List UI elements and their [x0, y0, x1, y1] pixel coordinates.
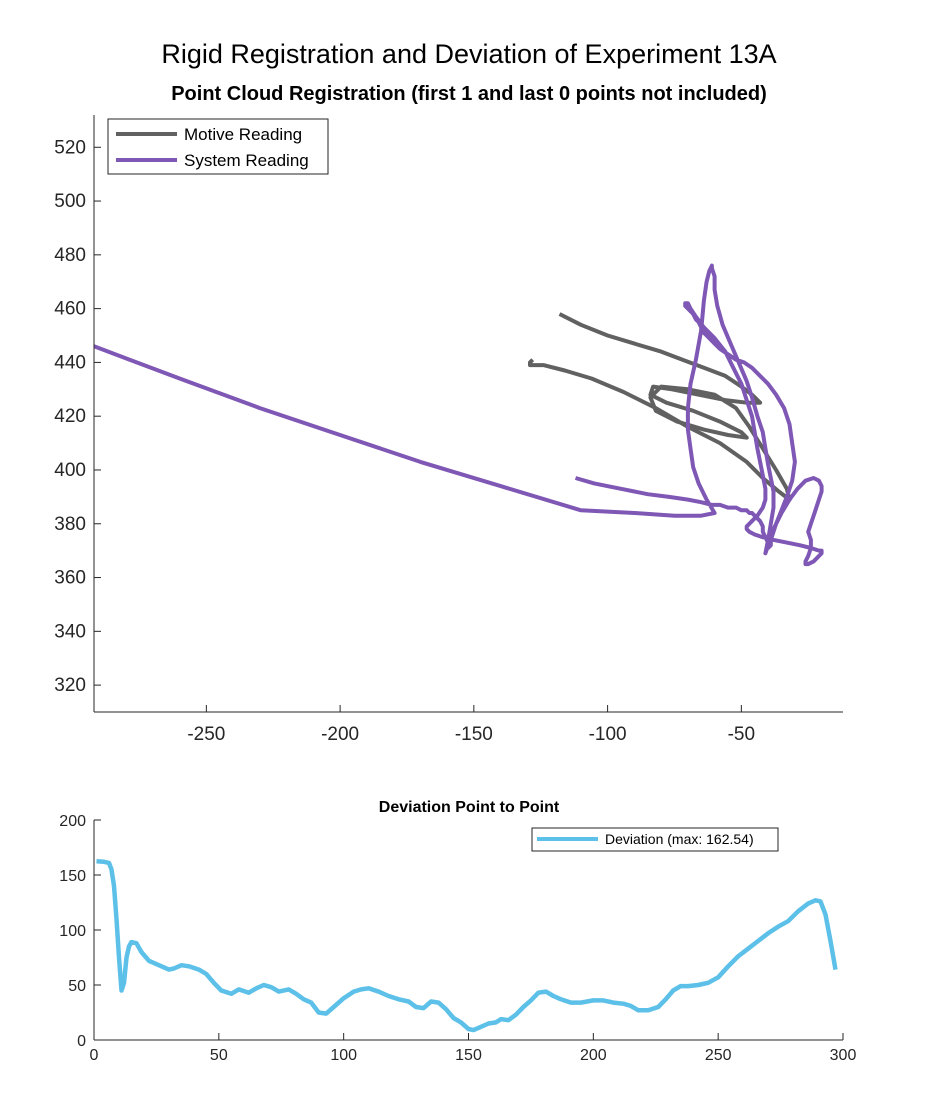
deviation-y-tick-label: 0: [77, 1033, 86, 1050]
registration-plot: -250 -200 -150 -100 -50 320 340 360 380 400 420 440…: [54, 115, 843, 745]
registration-y-tick-label: 420: [54, 406, 86, 427]
deviation-y-tick-label: 50: [68, 978, 86, 995]
registration-y-tick-label: 360: [54, 568, 86, 589]
deviation-plot-data: [96, 858, 838, 1033]
registration-x-tick-label: -100: [589, 724, 627, 745]
registration-legend-box: [107, 118, 329, 175]
registration-y-tick-label: 500: [54, 191, 86, 212]
registration-y-tick-label: 400: [54, 460, 86, 481]
deviation-legend-box: [531, 827, 779, 852]
registration-y-tick-label: 320: [54, 675, 86, 696]
registration-y-tick-label: 440: [54, 352, 86, 373]
deviation-y-tick-label: 200: [59, 813, 86, 830]
registration-x-tick-label: -150: [455, 724, 493, 745]
deviation-x-tick-label: 50: [210, 1047, 228, 1064]
registration-y-tick-label: 340: [54, 621, 86, 642]
deviation-y-tick-label: 100: [59, 923, 86, 940]
legend-label-deviation: Deviation (max: 162.54): [605, 831, 754, 847]
registration-y-tick-label: 380: [54, 514, 86, 535]
registration-legend: Motive Reading System Reading: [107, 118, 329, 175]
deviation-x-tick-label: 100: [330, 1047, 357, 1064]
registration-plot-title: Point Cloud Registration (first 1 and la…: [171, 83, 767, 105]
registration-x-tick-label: -200: [321, 724, 359, 745]
deviation-plot-area: [94, 820, 843, 1040]
legend-label-motive: Motive Reading: [184, 125, 302, 144]
figure-title: Rigid Registration and Deviation of Expe…: [161, 39, 776, 69]
registration-series-line-1: [94, 263, 824, 567]
deviation-x-tick-label: 0: [90, 1047, 99, 1064]
registration-y-tick-label: 520: [54, 137, 86, 158]
deviation-x-tick-label: 250: [705, 1047, 732, 1064]
deviation-ticks: 0 50 100 150 200 250 300 0 50 100 150 200: [59, 813, 856, 1064]
registration-ticks: -250 -200 -150 -100 -50 320 340 360 380 400 420 440…: [54, 137, 755, 745]
deviation-legend: Deviation (max: 162.54): [531, 827, 779, 852]
registration-y-tick-label: 460: [54, 299, 86, 320]
deviation-x-tick-label: 200: [580, 1047, 607, 1064]
deviation-y-tick-label: 150: [59, 868, 86, 885]
deviation-x-tick-label: 150: [455, 1047, 482, 1064]
legend-label-system: System Reading: [184, 151, 309, 170]
deviation-plot: 0 50 100 150 200 250 300 0 50 100 150 200 Deviation…: [59, 813, 856, 1064]
registration-plot-area: [94, 115, 843, 712]
registration-x-tick-label: -250: [187, 724, 225, 745]
deviation-plot-title: Deviation Point to Point: [379, 799, 560, 816]
deviation-series-line-0: [96, 858, 838, 1033]
registration-x-tick-label: -50: [728, 724, 755, 745]
registration-y-tick-label: 480: [54, 245, 86, 266]
registration-plot-data: [94, 263, 824, 567]
deviation-x-tick-label: 300: [830, 1047, 857, 1064]
